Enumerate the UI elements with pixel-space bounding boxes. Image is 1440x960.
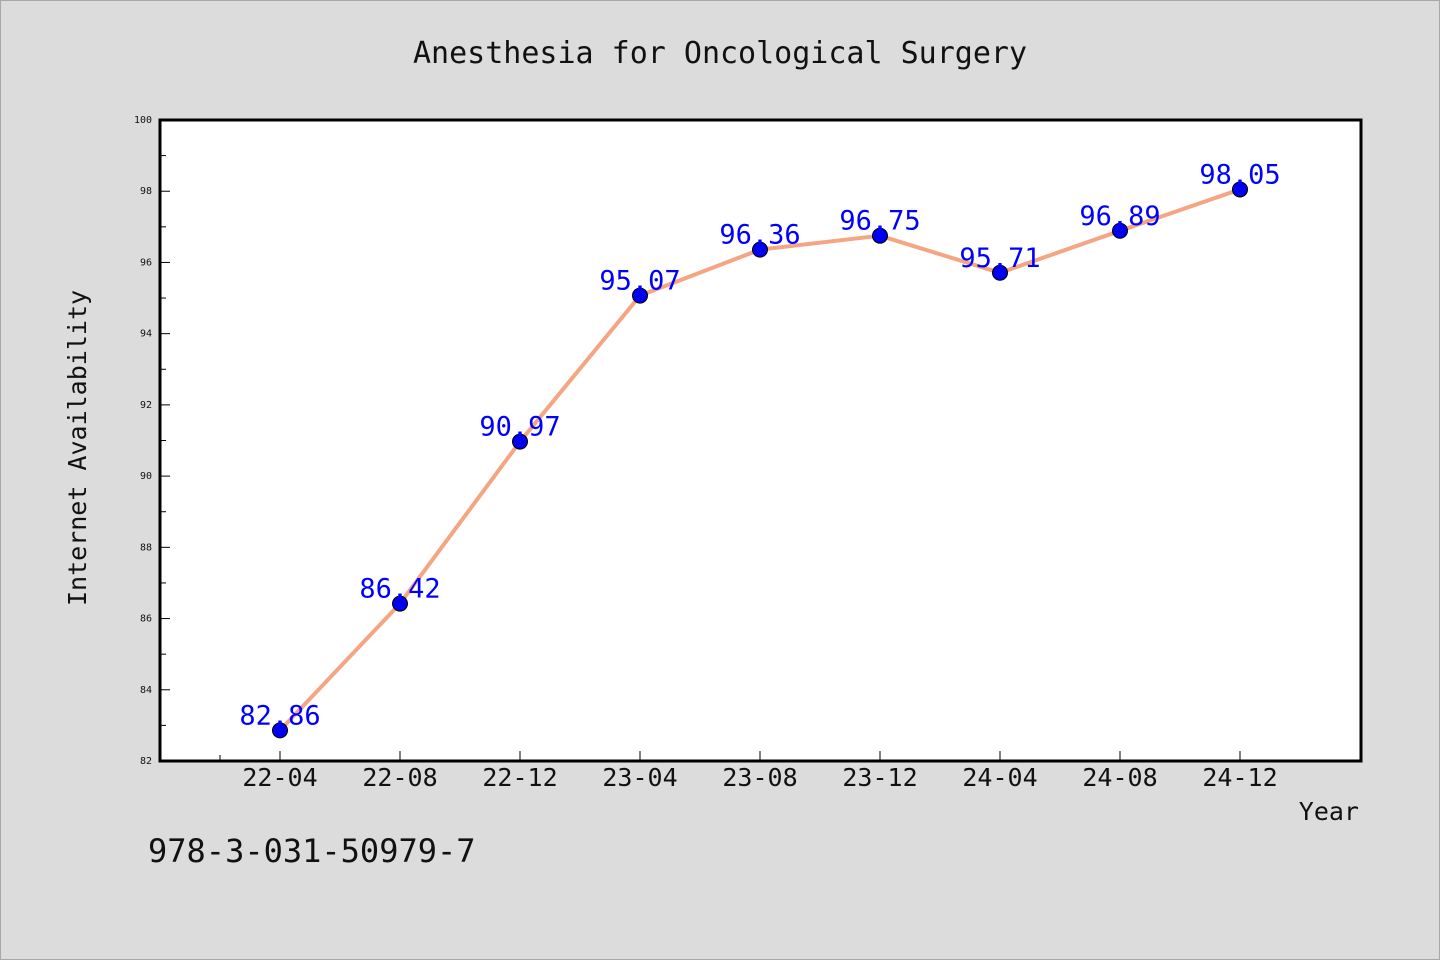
data-label: 96.36 — [719, 220, 800, 251]
data-point — [392, 595, 408, 612]
y-tick-label: 90 — [140, 471, 152, 482]
data-point — [1112, 222, 1128, 239]
data-point — [992, 264, 1008, 281]
x-axis-label: Year — [1299, 797, 1359, 826]
x-tick-label: 24-04 — [962, 763, 1037, 792]
x-tick-label: 23-04 — [602, 763, 677, 792]
data-label: 82.86 — [239, 700, 320, 731]
x-tick-label: 23-12 — [842, 763, 917, 792]
data-label: 95.07 — [599, 266, 680, 297]
plot-area — [158, 118, 1363, 763]
x-axis: 22-04 22-08 22-12 23-04 23-08 23-12 24-04 24-08… — [219, 751, 1278, 792]
data-point — [1232, 181, 1248, 198]
series-markers — [272, 181, 1248, 739]
data-labels: 82.86 86.42 90.97 95.07 96.36 96.75 95.71 96.89… — [239, 159, 1280, 731]
data-label: 96.89 — [1079, 201, 1160, 232]
x-tick-label: 24-08 — [1082, 763, 1157, 792]
x-tick-label: 24-12 — [1202, 763, 1277, 792]
y-tick-label: 82 — [140, 756, 152, 767]
chart-title: Anesthesia for Oncological Surgery — [413, 36, 1027, 71]
y-tick-label: 92 — [140, 400, 152, 411]
y-tick-label: 96 — [140, 257, 152, 268]
data-point — [872, 227, 888, 244]
x-tick-label: 22-08 — [362, 763, 437, 792]
data-label: 96.75 — [839, 206, 920, 237]
y-axis: 82 84 86 88 90 92 94 96 98 100 — [134, 115, 170, 767]
y-axis-label: Internet Availability — [63, 290, 92, 606]
data-label: 98.05 — [1199, 159, 1280, 190]
data-point — [272, 722, 288, 739]
y-tick-label: 84 — [140, 685, 152, 696]
data-point — [632, 287, 648, 304]
x-tick-label: 23-08 — [722, 763, 797, 792]
x-tick-label: 22-04 — [242, 763, 317, 792]
y-tick-label: 94 — [140, 329, 152, 340]
y-tick-label: 88 — [140, 542, 152, 553]
isbn-caption: 978-3-031-50979-7 — [148, 832, 476, 870]
data-label: 90.97 — [479, 412, 560, 443]
y-tick-label: 86 — [140, 614, 152, 625]
data-label: 86.42 — [359, 574, 440, 605]
data-label: 95.71 — [959, 243, 1040, 274]
x-tick-label: 22-12 — [482, 763, 557, 792]
data-point — [752, 241, 768, 258]
y-tick-label: 98 — [140, 186, 152, 197]
y-tick-label: 100 — [134, 115, 152, 126]
data-point — [512, 433, 528, 450]
